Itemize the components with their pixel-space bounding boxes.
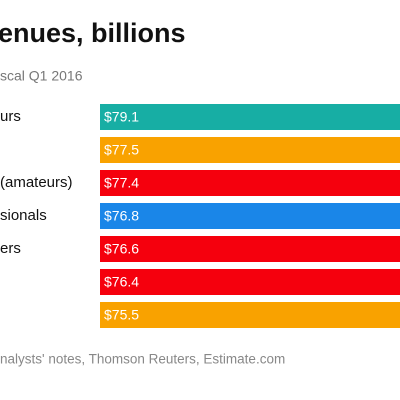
category-label: urs	[0, 108, 21, 125]
category-label: sionals	[0, 207, 47, 224]
value-label: $76.6	[104, 241, 139, 257]
bar	[100, 236, 400, 262]
category-label: (amateurs)	[0, 174, 73, 191]
bar	[100, 137, 400, 163]
category-label: ers	[0, 240, 21, 257]
value-label: $77.5	[104, 142, 139, 158]
chart-title: enues, billions	[0, 18, 186, 48]
bar	[100, 203, 400, 229]
bar	[100, 170, 400, 196]
source-note: nalysts' notes, Thomson Reuters, Estimat…	[0, 352, 285, 367]
value-label: $75.5	[104, 307, 139, 323]
value-label: $76.8	[104, 208, 139, 224]
bar	[100, 302, 400, 328]
bar	[100, 104, 400, 130]
value-label: $79.1	[104, 109, 139, 125]
bar	[100, 269, 400, 295]
chart-subtitle: scal Q1 2016	[0, 68, 83, 84]
value-label: $77.4	[104, 175, 139, 191]
value-label: $76.4	[104, 274, 139, 290]
